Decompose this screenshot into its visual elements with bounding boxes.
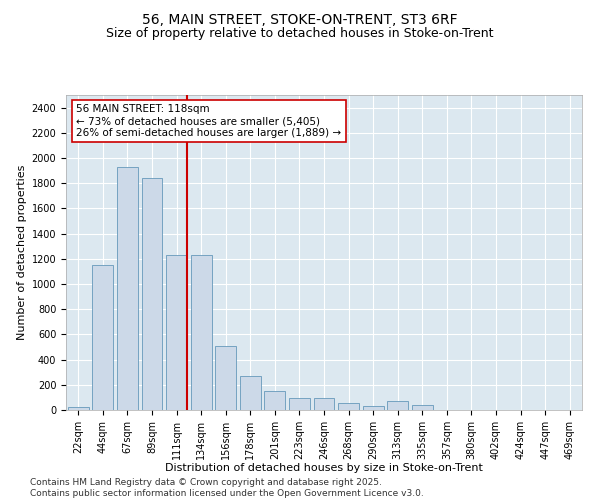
Y-axis label: Number of detached properties: Number of detached properties <box>17 165 28 340</box>
Text: Size of property relative to detached houses in Stoke-on-Trent: Size of property relative to detached ho… <box>106 28 494 40</box>
Bar <box>240 376 261 410</box>
Bar <box>265 391 286 410</box>
Bar <box>117 167 138 410</box>
Bar <box>191 255 212 410</box>
Bar <box>142 178 163 410</box>
X-axis label: Distribution of detached houses by size in Stoke-on-Trent: Distribution of detached houses by size … <box>165 464 483 473</box>
Bar <box>92 265 113 410</box>
Bar <box>362 406 383 410</box>
Bar <box>338 403 359 410</box>
Bar <box>215 346 236 410</box>
Bar <box>412 405 433 410</box>
Bar <box>314 398 334 410</box>
Text: 56, MAIN STREET, STOKE-ON-TRENT, ST3 6RF: 56, MAIN STREET, STOKE-ON-TRENT, ST3 6RF <box>142 12 458 26</box>
Text: 56 MAIN STREET: 118sqm
← 73% of detached houses are smaller (5,405)
26% of semi-: 56 MAIN STREET: 118sqm ← 73% of detached… <box>76 104 341 138</box>
Bar <box>166 255 187 410</box>
Bar <box>68 408 89 410</box>
Bar <box>387 401 408 410</box>
Text: Contains HM Land Registry data © Crown copyright and database right 2025.
Contai: Contains HM Land Registry data © Crown c… <box>30 478 424 498</box>
Bar <box>289 398 310 410</box>
